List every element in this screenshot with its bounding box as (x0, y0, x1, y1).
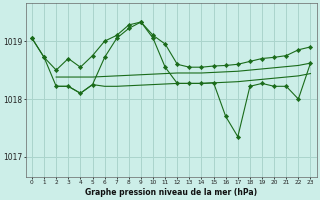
X-axis label: Graphe pression niveau de la mer (hPa): Graphe pression niveau de la mer (hPa) (85, 188, 257, 197)
